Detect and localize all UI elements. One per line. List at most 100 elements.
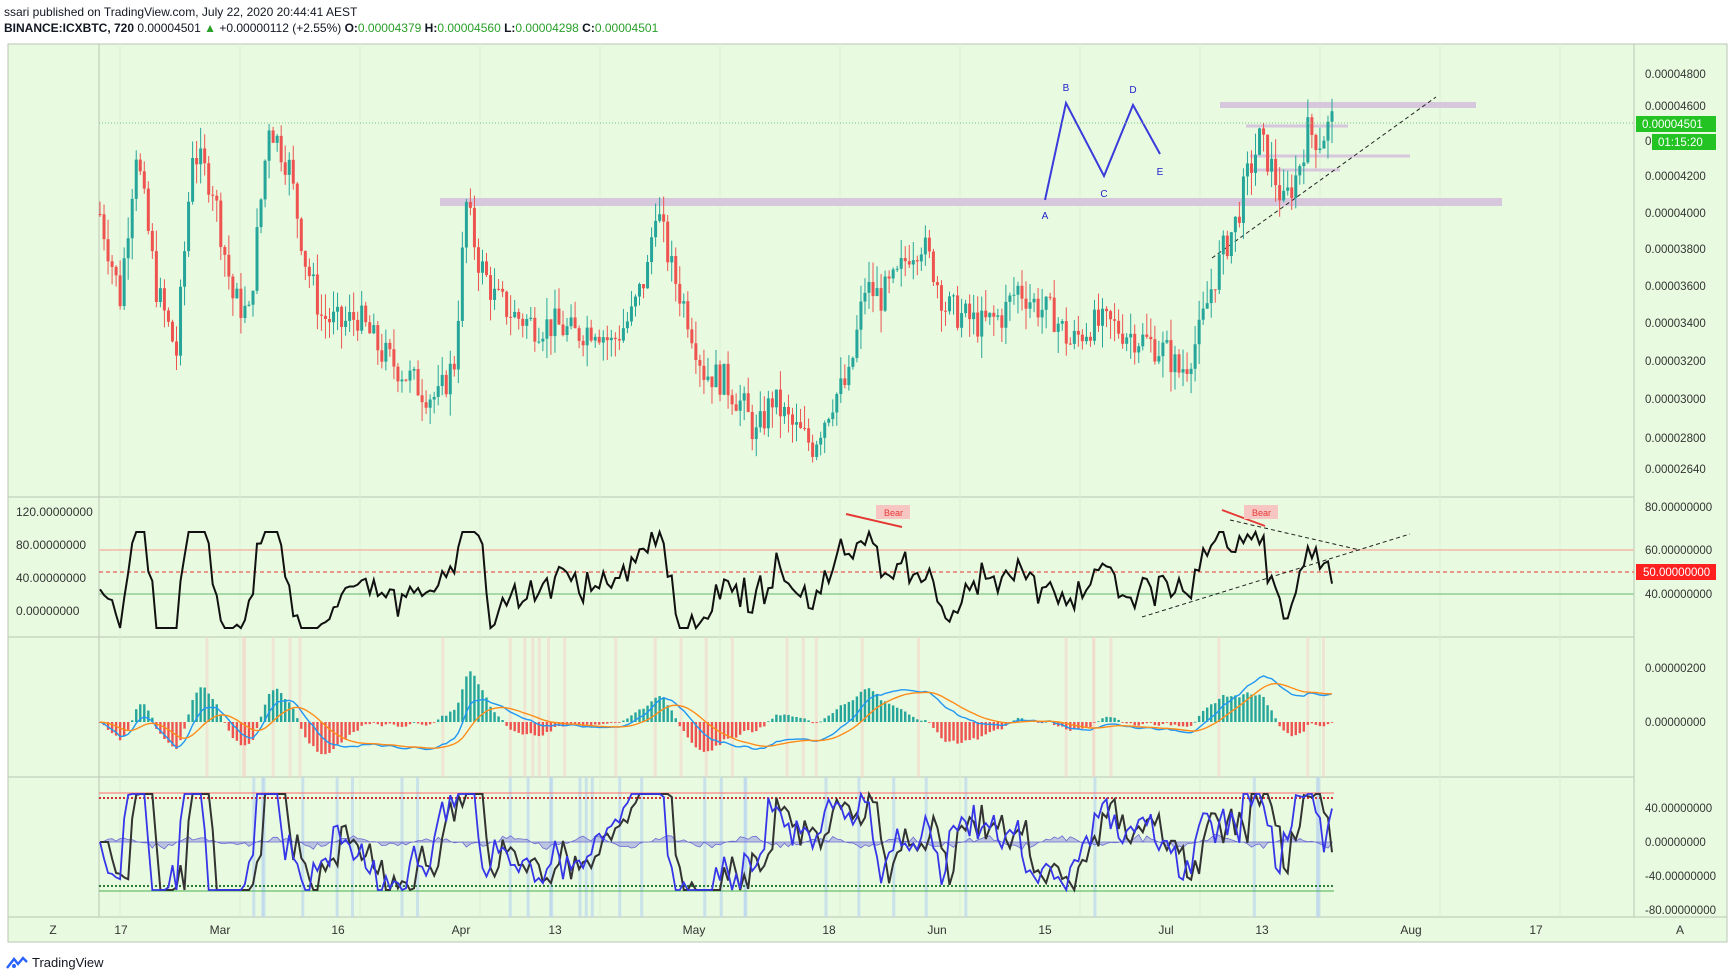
macd-histogram-bar [481,690,484,722]
candle-body [658,214,662,221]
candle-body [247,304,251,306]
candle-body [790,414,794,425]
candle-body [1145,334,1149,337]
macd-histogram-bar [1177,722,1181,727]
macd-shade-bar [523,637,527,777]
macd-histogram-bar [143,704,146,722]
macd-histogram-bar [135,709,138,722]
macd-histogram-bar [384,722,388,725]
macd-histogram-bar [416,722,420,724]
candle-body [827,419,831,423]
timezone-button[interactable]: Z [49,923,56,937]
macd-histogram-bar [380,722,384,727]
macd-histogram-bar [328,722,331,753]
candle-body [388,342,392,350]
macd-histogram-bar [1161,722,1165,725]
candle-body [935,282,939,286]
osc-shade-bar [578,777,582,917]
macd-histogram-bar [626,718,629,722]
time-axis[interactable] [7,916,1728,943]
rsi-pane[interactable] [7,496,1635,638]
osc-shade-bar [640,777,644,917]
ohlc-line: BINANCE:ICXBTC, 720 0.00004501 ▲ +0.0000… [4,20,658,36]
candle-body [344,320,348,327]
osc-shade-bar [703,777,707,917]
right-axis[interactable] [1633,43,1728,918]
macd-histogram-bar [308,722,311,744]
macd-histogram-bar [1141,722,1144,725]
macd-histogram-bar [610,722,613,723]
price-tick: 0.00003000 [1645,394,1706,406]
macd-histogram-bar [1314,722,1318,725]
macd-histogram-bar [940,722,943,739]
bear-tag-1-label: Bear [884,508,903,518]
macd-histogram-bar [577,722,581,725]
candle-body [1209,289,1213,304]
macd-histogram-bar [606,722,609,724]
macd-histogram-bar [585,722,589,725]
macd-histogram-bar [956,722,959,744]
auto-scale-button[interactable]: A [1676,923,1684,937]
macd-histogram-bar [1298,722,1301,734]
macd-histogram-bar [827,715,830,722]
macd-histogram-bar [147,710,150,722]
macd-histogram-bar [1133,722,1136,726]
macd-histogram-bar [867,688,871,722]
candle-body [1121,333,1125,344]
candle-body [674,255,678,284]
macd-histogram-bar [509,722,512,730]
macd-histogram-bar [561,722,565,727]
candle-body [1157,356,1161,362]
candle-body [493,288,497,300]
candle-body [106,239,110,262]
macd-histogram-bar [1310,722,1314,724]
pattern-label-a: A [1042,211,1049,222]
macd-pane[interactable] [7,636,1635,778]
candle-body [517,311,521,319]
candle-body [521,318,525,326]
candle-body [1000,315,1004,328]
candle-body [412,369,416,371]
candle-body [1217,254,1221,290]
candle-body [392,349,396,367]
candle-body [742,393,746,401]
candle-body [1270,158,1274,172]
candle-body [1213,289,1217,291]
macd-histogram-bar [879,700,883,722]
candle-body [1286,187,1290,191]
macd-histogram-bar [1250,694,1253,722]
macd-histogram-bar [1085,722,1088,728]
candle-body [545,319,549,339]
macd-histogram-bar [924,720,927,722]
osc-tick: 40.00000000 [1645,803,1712,815]
candle-body [380,350,384,362]
macd-histogram-bar [843,704,847,722]
candle-body [1290,187,1294,199]
candle-body [678,283,682,304]
macd-histogram-bar [259,716,263,722]
price-pane[interactable] [7,43,1635,498]
price-tick: 0.00003400 [1645,318,1706,330]
macd-histogram-bar [114,722,118,736]
macd-histogram-bar [916,719,919,722]
macd-histogram-bar [497,716,500,722]
macd-histogram-bar [1189,722,1193,726]
candle-body [1149,336,1153,340]
candle-body [988,312,992,318]
macd-histogram-bar [831,713,834,722]
macd-histogram-bar [1282,722,1285,731]
macd-histogram-bar [803,718,806,722]
macd-histogram-bar [489,706,492,722]
candle-body [686,301,690,330]
candle-body [706,376,710,380]
macd-histogram-bar [646,705,649,722]
candle-body [416,369,420,396]
candle-body [231,276,235,299]
candle-body [1109,311,1113,320]
candle-body [537,341,541,343]
candle-body [891,269,895,279]
candle-body [670,255,674,263]
candle-body [1330,111,1334,122]
macd-histogram-bar [118,722,122,741]
